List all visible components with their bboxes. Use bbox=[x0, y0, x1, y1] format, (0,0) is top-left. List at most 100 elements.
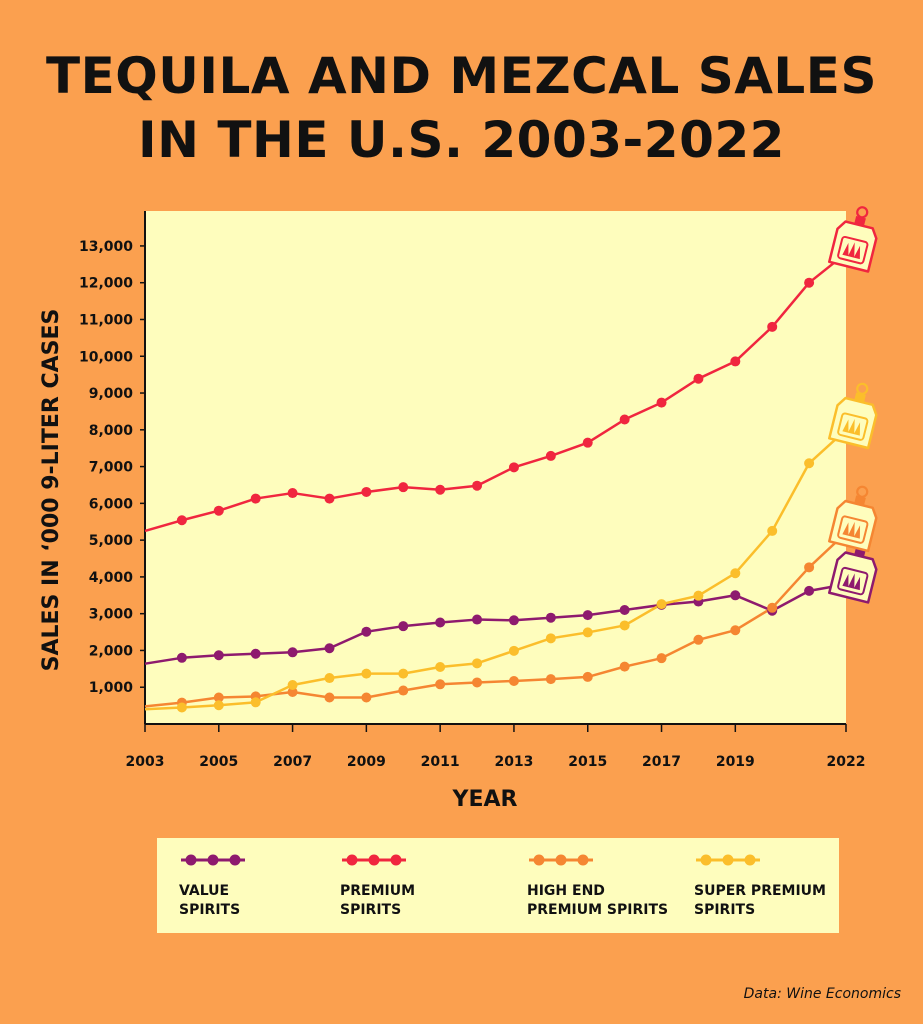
data-point-super_premium bbox=[398, 668, 409, 679]
y-tick-label: 3,000 bbox=[89, 607, 134, 623]
data-point-super_premium bbox=[176, 702, 187, 713]
y-tick-label: 11,000 bbox=[79, 312, 133, 328]
series-line-premium bbox=[144, 252, 847, 533]
data-point-premium bbox=[213, 505, 224, 516]
title-line-1: TEQUILA AND MEZCAL SALES bbox=[46, 47, 877, 105]
data-point-super_premium bbox=[693, 590, 704, 601]
data-point-high_end bbox=[435, 679, 446, 690]
y-tick-label: 10,000 bbox=[79, 349, 133, 365]
data-point-high_end bbox=[730, 625, 741, 636]
y-tick-label: 7,000 bbox=[89, 460, 134, 476]
data-point-value bbox=[619, 605, 630, 615]
x-tick-label: 2013 bbox=[494, 754, 533, 770]
y-tick-label: 12,000 bbox=[79, 276, 133, 292]
legend-label-premium: PREMIUM SPIRITS bbox=[340, 883, 416, 918]
data-point-super_premium bbox=[545, 633, 556, 644]
data-point-value bbox=[250, 648, 261, 659]
y-tick-label: 5,000 bbox=[89, 533, 134, 549]
x-tick-label: 2017 bbox=[642, 754, 681, 770]
data-point-value bbox=[545, 612, 556, 623]
data-point-high_end bbox=[398, 685, 409, 696]
data-point-premium bbox=[619, 414, 630, 425]
data-point-value bbox=[730, 590, 741, 601]
legend-item-premium: PREMIUM SPIRITS bbox=[340, 852, 500, 920]
legend-item-high-end: HIGH END PREMIUM SPIRITS bbox=[527, 852, 697, 920]
data-point-premium bbox=[545, 450, 556, 461]
bottle-icon bbox=[828, 485, 878, 553]
bottle-icon bbox=[828, 382, 878, 450]
data-point-value bbox=[398, 621, 409, 632]
chart-title: TEQUILA AND MEZCAL SALES IN THE U.S. 200… bbox=[0, 44, 923, 172]
data-point-high_end bbox=[619, 661, 630, 672]
data-point-super_premium bbox=[213, 700, 224, 711]
data-point-high_end bbox=[545, 674, 556, 685]
y-tick-label: 6,000 bbox=[89, 496, 134, 512]
data-point-value bbox=[287, 647, 298, 658]
y-tick-label: 4,000 bbox=[89, 570, 134, 586]
data-point-super_premium bbox=[656, 599, 667, 610]
data-point-super_premium bbox=[804, 458, 815, 469]
plot-area bbox=[145, 211, 846, 724]
y-axis-label: SALES IN ‘000 9-LITER CASES bbox=[39, 309, 64, 672]
y-tick-label: 8,000 bbox=[89, 423, 134, 439]
data-point-premium bbox=[582, 437, 593, 448]
series-line-high_end bbox=[144, 531, 847, 708]
y-tick-label: 1,000 bbox=[89, 680, 134, 696]
x-tick-label: 2007 bbox=[273, 754, 312, 770]
data-point-value bbox=[213, 650, 224, 661]
data-point-value bbox=[508, 615, 519, 626]
data-point-value bbox=[582, 610, 593, 621]
data-point-super_premium bbox=[619, 620, 630, 631]
data-point-super_premium bbox=[250, 697, 261, 708]
legend-swatch-high-end bbox=[529, 854, 593, 866]
data-point-value bbox=[324, 643, 335, 654]
data-point-super_premium bbox=[730, 568, 741, 579]
data-point-high_end bbox=[287, 687, 298, 698]
data-point-high_end bbox=[213, 692, 224, 703]
legend: VALUE SPIRITS PREMIUM SPIRITS HIGH END P… bbox=[157, 838, 839, 933]
legend-item-value: VALUE SPIRITS bbox=[179, 852, 339, 920]
x-tick-label: 2009 bbox=[347, 754, 386, 770]
legend-label-high-end: HIGH END PREMIUM SPIRITS bbox=[527, 883, 669, 918]
data-point-premium bbox=[767, 321, 778, 332]
data-point-premium bbox=[693, 373, 704, 384]
data-point-super_premium bbox=[287, 680, 298, 691]
data-point-super_premium bbox=[324, 673, 335, 684]
legend-label-super-premium: SUPER PREMIUM SPIRITS bbox=[694, 883, 826, 918]
data-point-premium bbox=[176, 515, 187, 526]
x-axis-label: YEAR bbox=[452, 787, 518, 812]
data-point-premium bbox=[324, 493, 335, 504]
x-tick-label: 2005 bbox=[199, 754, 238, 770]
data-point-high_end bbox=[361, 692, 372, 703]
y-tick-label: 13,000 bbox=[79, 239, 133, 255]
y-tick-label: 2,000 bbox=[89, 643, 134, 659]
legend-swatch-super-premium bbox=[696, 854, 760, 866]
y-tick-label: 9,000 bbox=[89, 386, 134, 402]
legend-swatch-premium bbox=[342, 854, 406, 866]
data-point-high_end bbox=[804, 562, 815, 573]
data-point-high_end bbox=[693, 634, 704, 645]
bottle-icon bbox=[828, 206, 878, 273]
series-line-value bbox=[144, 583, 847, 665]
data-point-super_premium bbox=[767, 525, 778, 536]
data-point-high_end bbox=[472, 677, 483, 688]
data-point-value bbox=[361, 626, 372, 637]
title-line-2: IN THE U.S. 2003-2022 bbox=[138, 111, 785, 169]
data-point-high_end bbox=[508, 675, 519, 686]
x-tick-label: 2003 bbox=[126, 754, 165, 770]
data-point-high_end bbox=[324, 692, 335, 703]
data-point-premium bbox=[287, 488, 298, 499]
legend-item-super-premium: SUPER PREMIUM SPIRITS bbox=[694, 852, 844, 920]
data-point-premium bbox=[472, 480, 483, 491]
legend-label-value: VALUE SPIRITS bbox=[179, 883, 241, 918]
data-point-premium bbox=[361, 486, 372, 497]
data-point-value bbox=[804, 585, 815, 596]
legend-swatch-value bbox=[181, 854, 245, 866]
source-note: Data: Wine Economics bbox=[743, 986, 901, 1002]
data-point-premium bbox=[398, 482, 409, 493]
x-tick-label: 2019 bbox=[716, 754, 755, 770]
data-point-super_premium bbox=[582, 627, 593, 638]
data-point-super_premium bbox=[472, 658, 483, 669]
x-tick-label: 2022 bbox=[827, 754, 866, 770]
data-point-premium bbox=[656, 397, 667, 408]
